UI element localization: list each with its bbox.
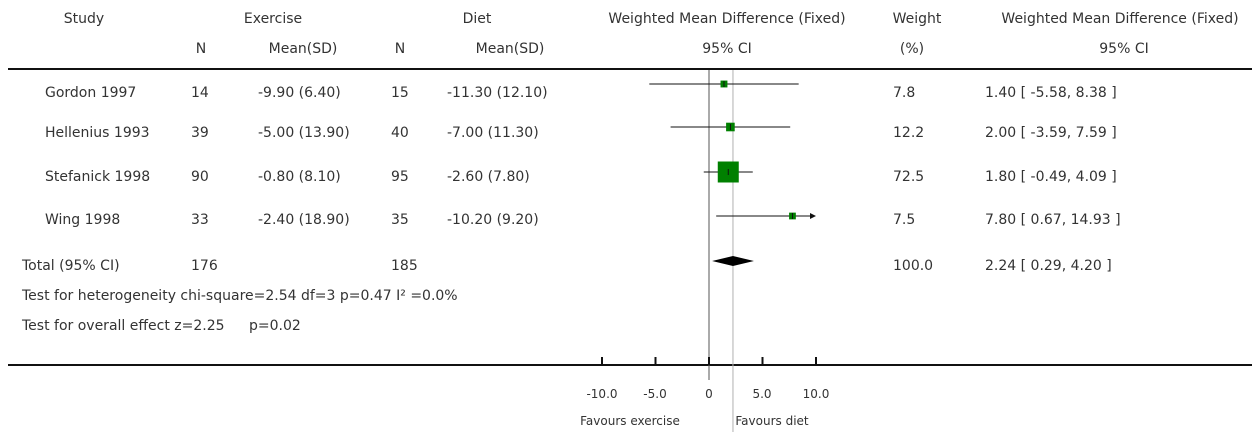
header-plot-ci: 95% CI: [702, 41, 752, 57]
heterogeneity-test: Test for heterogeneity chi-square=2.54 d…: [22, 288, 458, 304]
study-name: Stefanick 1998: [45, 169, 151, 185]
header-diet: Diet: [462, 11, 492, 27]
header-effect-ci: 95% CI: [1099, 41, 1149, 57]
axis-tick-label: 10.0: [802, 387, 830, 401]
study-mean-diet: -11.30 (12.10): [447, 85, 548, 101]
overall-effect-test: Test for overall effect z=2.25: [22, 318, 225, 334]
study-effect: 2.00 [ -3.59, 7.59 ]: [985, 125, 1117, 141]
study-mean-exercise: -5.00 (13.90): [258, 125, 350, 141]
study-n-diet: 15: [391, 85, 409, 101]
axis-tick-label: 0: [705, 387, 713, 401]
study-weight: 7.5: [893, 212, 916, 228]
study-n-diet: 95: [391, 169, 409, 185]
study-weight: 72.5: [893, 169, 925, 185]
favours-diet-label: Favours diet: [735, 414, 809, 428]
study-n-exercise: 33: [191, 212, 209, 228]
study-weight: 12.2: [893, 125, 925, 141]
study-name: Hellenius 1993: [45, 125, 150, 141]
header-rule: [8, 68, 1252, 70]
axis-tick-label: 5.0: [752, 387, 772, 401]
total-weight: 100.0: [893, 258, 934, 274]
header-weight: Weight: [892, 11, 942, 27]
study-n-diet: 35: [391, 212, 409, 228]
study-effect: 1.40 [ -5.58, 8.38 ]: [985, 85, 1117, 101]
header-mean-exercise: Mean(SD): [268, 41, 338, 57]
study-mean-exercise: -0.80 (8.10): [258, 169, 341, 185]
study-name: Wing 1998: [45, 212, 121, 228]
study-mean-exercise: -9.90 (6.40): [258, 85, 341, 101]
footer-rule: [8, 364, 1252, 366]
study-mean-exercise: -2.40 (18.90): [258, 212, 350, 228]
study-effect: 7.80 [ 0.67, 14.93 ]: [985, 212, 1121, 228]
axis-tick-label: -10.0: [586, 387, 618, 401]
total-n-exercise: 176: [191, 258, 218, 274]
header-effect-title: Weighted Mean Difference (Fixed): [1001, 11, 1239, 27]
total-effect: 2.24 [ 0.29, 4.20 ]: [985, 258, 1112, 274]
ci-arrow: [810, 213, 816, 219]
study-n-diet: 40: [391, 125, 409, 141]
study-effect: 1.80 [ -0.49, 4.09 ]: [985, 169, 1117, 185]
study-mean-diet: -2.60 (7.80): [447, 169, 530, 185]
total-label: Total (95% CI): [22, 258, 120, 274]
total-n-diet: 185: [391, 258, 418, 274]
header-n-exercise: N: [195, 41, 207, 57]
header-study: Study: [63, 11, 105, 27]
header-weight-unit: (%): [899, 41, 925, 57]
header-plot-title: Weighted Mean Difference (Fixed): [608, 11, 846, 27]
study-mean-diet: -7.00 (11.30): [447, 125, 539, 141]
study-n-exercise: 90: [191, 169, 209, 185]
overall-effect-p: p=0.02: [249, 318, 301, 334]
axis-tick-label: -5.0: [643, 387, 667, 401]
header-mean-diet: Mean(SD): [475, 41, 545, 57]
study-n-exercise: 14: [191, 85, 209, 101]
pooled-diamond: [712, 256, 754, 266]
study-name: Gordon 1997: [45, 85, 137, 101]
study-weight: 7.8: [893, 85, 916, 101]
favours-exercise-label: Favours exercise: [580, 414, 680, 428]
study-mean-diet: -10.20 (9.20): [447, 212, 539, 228]
header-n-diet: N: [394, 41, 406, 57]
study-n-exercise: 39: [191, 125, 209, 141]
header-exercise: Exercise: [243, 11, 303, 27]
